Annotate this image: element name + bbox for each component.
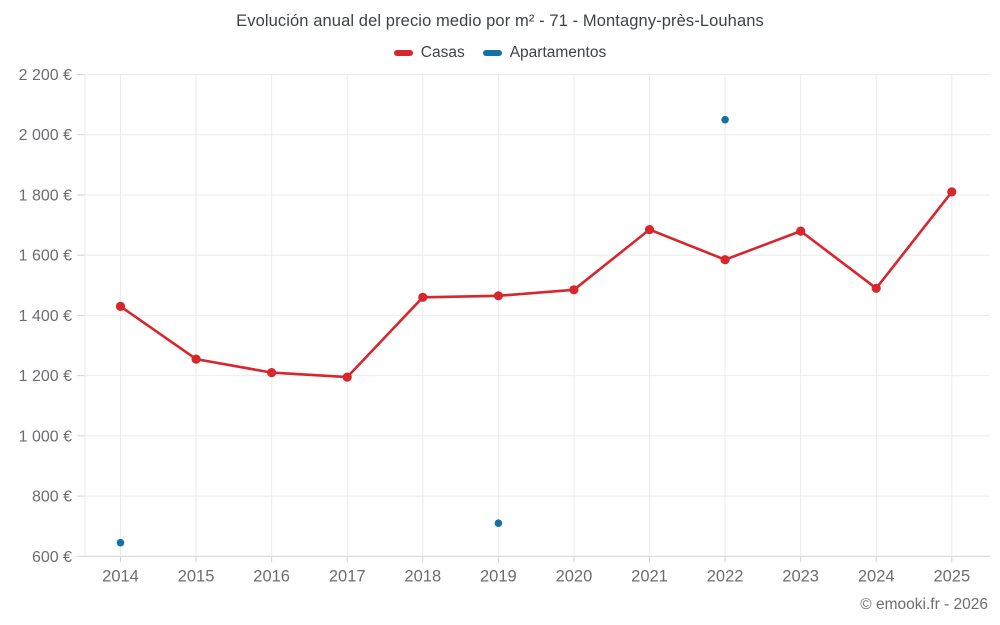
x-tick-label: 2025 (933, 567, 970, 585)
x-tick-label: 2017 (329, 567, 366, 585)
x-tick-label: 2015 (178, 567, 215, 585)
apartamentos-series-swatch-icon (482, 50, 502, 56)
y-tick-label: 600 € (32, 549, 72, 566)
casas-point (871, 283, 881, 293)
legend-label-apartamentos: Apartamentos (509, 44, 607, 61)
chart-legend: Casas Apartamentos (0, 44, 1000, 62)
x-tick-label: 2024 (858, 567, 895, 585)
casas-point (796, 226, 806, 236)
casas-point (644, 225, 655, 235)
x-tick-label: 2023 (782, 567, 819, 585)
y-tick-label: 1 400 € (19, 308, 72, 325)
legend-item-casas[interactable]: Casas (393, 44, 465, 62)
y-tick-label: 1 600 € (19, 248, 72, 265)
casas-point (418, 292, 428, 302)
casas-line (119, 190, 954, 379)
y-tick-label: 800 € (32, 489, 72, 506)
apartamentos-point (494, 519, 503, 527)
y-tick-label: 2 000 € (19, 127, 72, 144)
x-tick-label: 2019 (480, 567, 517, 585)
casas-point (947, 187, 957, 197)
x-tick-label: 2016 (253, 567, 290, 585)
casas-series-swatch-icon (393, 50, 413, 56)
y-tick-label: 1 000 € (19, 428, 72, 445)
casas-point (342, 372, 352, 382)
y-tick-label: 1 200 € (19, 368, 72, 385)
x-tick-label: 2014 (102, 567, 139, 585)
casas-point (191, 354, 201, 364)
copyright-text: © emooki.fr - 2026 (860, 596, 988, 613)
chart-title: Evolución anual del precio medio por m² … (236, 12, 764, 30)
x-tick-label: 2020 (556, 567, 593, 585)
casas-point (720, 255, 730, 265)
y-tick-label: 1 800 € (19, 187, 72, 204)
x-tick-label: 2018 (404, 567, 441, 585)
casas-point (115, 301, 126, 311)
casas-point (267, 368, 277, 378)
apartamentos-point (116, 538, 125, 547)
casas-point (493, 291, 503, 301)
x-tick-label: 2021 (631, 567, 668, 585)
x-tick-label: 2022 (707, 567, 744, 585)
y-tick-label: 2 200 € (19, 67, 72, 84)
legend-label-casas: Casas (420, 44, 465, 61)
apartamentos-point (721, 115, 729, 124)
casas-point (569, 285, 579, 295)
legend-item-apartamentos[interactable]: Apartamentos (482, 44, 607, 62)
